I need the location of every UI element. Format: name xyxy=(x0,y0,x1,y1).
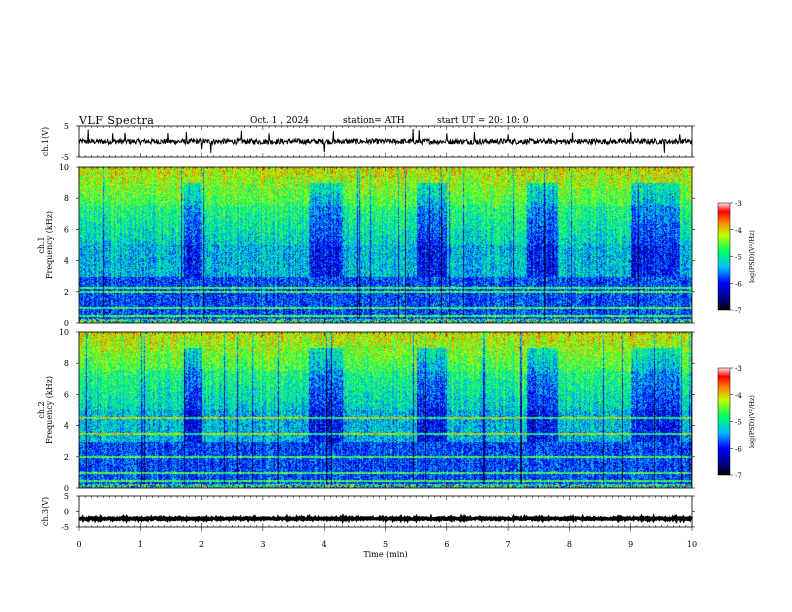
colorbar-tick-label: -3 xyxy=(735,365,742,373)
x-tick-label: 10 xyxy=(687,540,697,549)
y-tick-label: -5 xyxy=(61,153,69,162)
y-axis-label: ch.3(V) xyxy=(41,497,50,526)
x-tick-label: 1 xyxy=(138,540,143,549)
y-tick-label: 0 xyxy=(64,508,69,517)
y-tick-label: 4 xyxy=(64,422,69,431)
colorbar-tick-label: -7 xyxy=(735,472,742,480)
station-label: station= ATH xyxy=(343,116,405,126)
y-tick-label: 0 xyxy=(64,484,69,493)
y-tick-label: 6 xyxy=(64,390,69,399)
x-tick-label: 0 xyxy=(76,540,81,549)
y-tick-label: 2 xyxy=(64,288,69,297)
x-tick-label: 4 xyxy=(322,540,327,549)
x-axis-label: Time (min) xyxy=(363,550,407,559)
y-tick-label: 2 xyxy=(64,453,69,462)
y-axis-label: ch.2 xyxy=(37,401,46,418)
y-tick-label: 0 xyxy=(64,319,69,328)
y-axis-label: Frequency (kHz) xyxy=(45,376,54,444)
y-tick-label: -5 xyxy=(61,523,69,532)
y-tick-label: 5 xyxy=(64,122,69,131)
x-tick-label: 5 xyxy=(383,540,388,549)
date-label: Oct. 1 , 2024 xyxy=(250,116,309,126)
y-tick-label: 8 xyxy=(64,194,69,203)
colorbar-tick-label: -5 xyxy=(735,419,742,427)
y-tick-label: 6 xyxy=(64,225,69,234)
x-tick-label: 8 xyxy=(567,540,572,549)
channel-2-spectrogram-image xyxy=(79,332,692,488)
figure-title: VLF Spectra xyxy=(79,114,155,127)
y-tick-label: 10 xyxy=(59,163,69,172)
colorbar-label: log(PSD)(V²/Hz) xyxy=(748,230,756,283)
colorbar-tick-label: -4 xyxy=(735,227,742,235)
y-tick-label: 10 xyxy=(59,328,69,337)
y-axis-label: ch.1(V) xyxy=(41,127,50,156)
y-axis-label: ch.1 xyxy=(37,236,46,253)
colorbar-tick-label: -3 xyxy=(735,200,742,208)
colorbar-tick-label: -6 xyxy=(735,445,742,453)
x-tick-label: 9 xyxy=(628,540,633,549)
colorbar xyxy=(717,367,731,476)
y-axis-label: Frequency (kHz) xyxy=(45,211,54,279)
x-tick-label: 2 xyxy=(199,540,204,549)
colorbar xyxy=(717,202,731,311)
colorbar-tick-label: -7 xyxy=(735,307,742,315)
x-tick-label: 7 xyxy=(506,540,511,549)
channel-1-waveform-trace xyxy=(78,128,693,153)
y-tick-label: 8 xyxy=(64,359,69,368)
colorbar-tick-label: -5 xyxy=(735,254,742,262)
x-tick-label: 3 xyxy=(260,540,265,549)
channel-1-spectrogram-image xyxy=(79,167,692,323)
colorbar-label: log(PSD)(V²/Hz) xyxy=(748,395,756,448)
start-time-label: start UT = 20: 10: 0 xyxy=(437,116,529,126)
channel-3-waveform-trace xyxy=(78,513,694,525)
y-tick-label: 4 xyxy=(64,257,69,266)
colorbar-tick-label: -4 xyxy=(735,392,742,400)
y-tick-label: 5 xyxy=(64,492,69,501)
x-tick-label: 6 xyxy=(444,540,449,549)
colorbar-tick-label: -6 xyxy=(735,280,742,288)
